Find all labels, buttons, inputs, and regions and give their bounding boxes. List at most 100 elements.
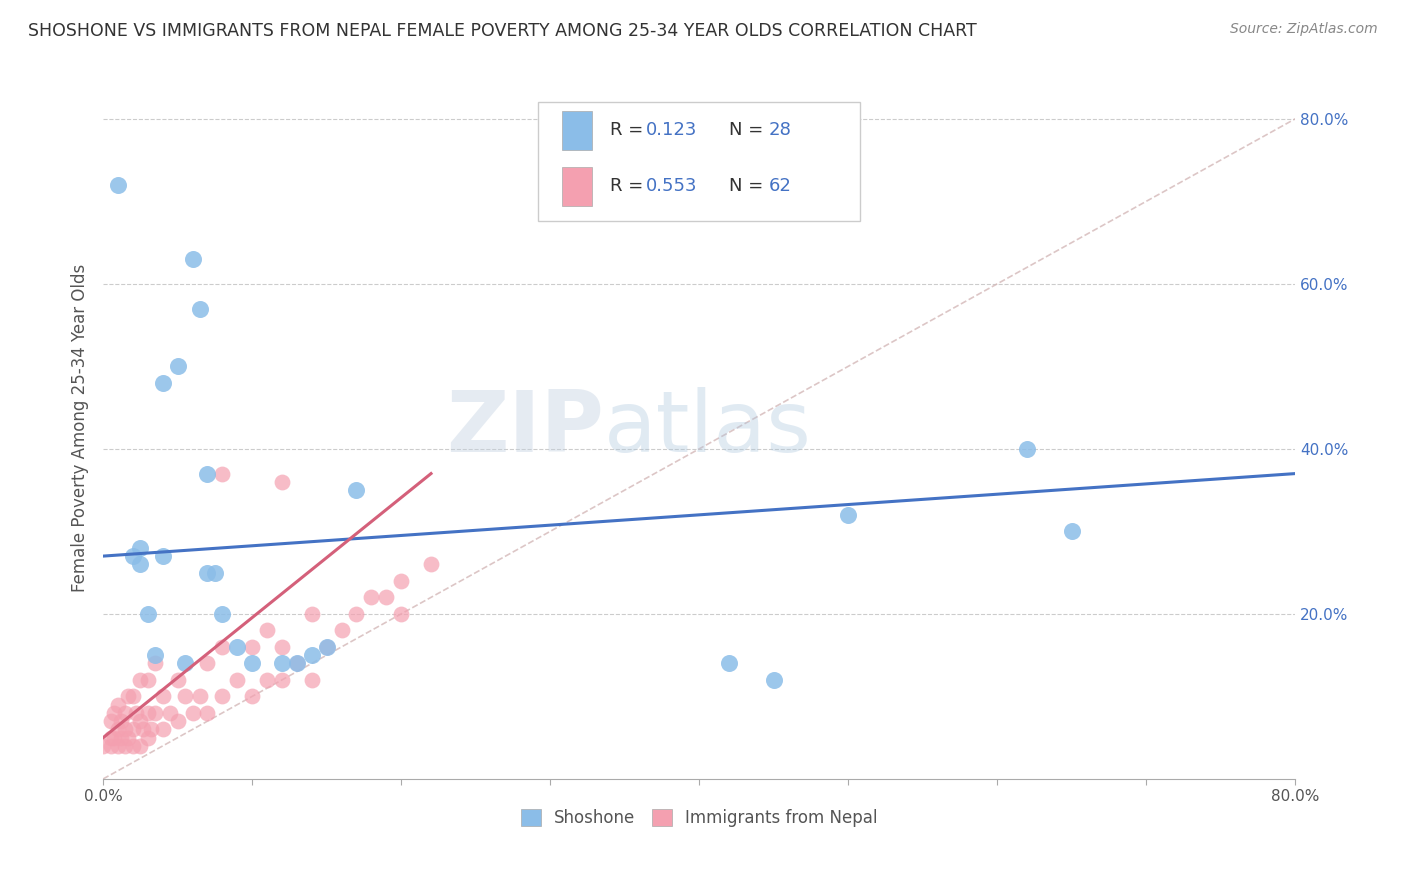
Point (166, 359, 188, 374)
Text: Source: ZipAtlas.com: Source: ZipAtlas.com (1230, 22, 1378, 37)
Point (197, 467, 219, 481)
Point (174, 690, 197, 704)
Point (114, 739, 136, 753)
Point (117, 731, 139, 745)
Point (360, 591, 382, 605)
Point (114, 706, 136, 720)
FancyBboxPatch shape (538, 102, 860, 221)
Point (152, 549, 174, 563)
Point (107, 723, 129, 737)
Point (107, 698, 129, 712)
Point (211, 607, 233, 621)
Point (256, 624, 278, 638)
Point (211, 467, 233, 481)
Text: N =: N = (730, 177, 769, 195)
Point (420, 558, 443, 572)
Text: 28: 28 (769, 121, 792, 139)
Point (152, 723, 174, 737)
Point (226, 640, 249, 654)
Point (122, 739, 145, 753)
Point (330, 624, 353, 638)
Text: atlas: atlas (605, 386, 811, 470)
Point (346, 607, 368, 621)
Text: R =: R = (610, 121, 650, 139)
Point (166, 673, 188, 687)
Point (762, 673, 785, 687)
Point (110, 714, 132, 728)
Point (285, 657, 308, 671)
Point (226, 673, 249, 687)
Point (166, 714, 188, 728)
Point (197, 657, 219, 671)
Text: 0.553: 0.553 (645, 177, 697, 195)
Text: SHOSHONE VS IMMIGRANTS FROM NEPAL FEMALE POVERTY AMONG 25-34 YEAR OLDS CORRELATI: SHOSHONE VS IMMIGRANTS FROM NEPAL FEMALE… (28, 22, 977, 40)
Point (136, 706, 159, 720)
Point (122, 549, 145, 563)
Point (211, 640, 233, 654)
Text: N =: N = (730, 121, 769, 139)
Point (211, 690, 233, 704)
Point (103, 706, 125, 720)
Point (1017, 442, 1039, 456)
Point (1060, 524, 1083, 539)
Point (240, 690, 263, 704)
Point (143, 706, 166, 720)
Point (204, 566, 226, 580)
Point (197, 706, 219, 720)
Point (129, 714, 152, 728)
Point (301, 607, 323, 621)
Point (837, 508, 859, 522)
Point (159, 706, 181, 720)
Point (91, 739, 114, 753)
Point (315, 640, 337, 654)
Point (389, 574, 412, 588)
Point (197, 566, 219, 580)
Point (188, 301, 211, 316)
Point (188, 690, 211, 704)
Point (136, 607, 159, 621)
Point (125, 706, 148, 720)
Point (389, 607, 412, 621)
Point (271, 475, 294, 489)
Point (114, 723, 136, 737)
Point (718, 657, 741, 671)
Text: 62: 62 (769, 177, 792, 195)
Point (240, 640, 263, 654)
Text: 0.123: 0.123 (645, 121, 697, 139)
Point (117, 690, 139, 704)
Text: R =: R = (610, 177, 650, 195)
Point (132, 723, 155, 737)
Point (100, 739, 122, 753)
Point (181, 252, 204, 266)
Point (240, 657, 263, 671)
Legend: Shoshone, Immigrants from Nepal: Shoshone, Immigrants from Nepal (515, 802, 884, 834)
Point (285, 657, 308, 671)
Point (129, 541, 152, 555)
Point (256, 673, 278, 687)
Point (174, 657, 197, 671)
Point (107, 178, 129, 192)
Point (100, 714, 122, 728)
Point (136, 673, 159, 687)
Point (122, 723, 145, 737)
Point (315, 640, 337, 654)
Point (346, 483, 368, 497)
Point (301, 648, 323, 662)
Point (143, 657, 166, 671)
Text: ZIP: ZIP (446, 386, 605, 470)
Point (107, 739, 129, 753)
Point (152, 376, 174, 390)
Point (271, 640, 294, 654)
Point (139, 723, 162, 737)
Y-axis label: Female Poverty Among 25-34 Year Olds: Female Poverty Among 25-34 Year Olds (72, 264, 89, 592)
Point (271, 657, 294, 671)
Point (110, 731, 132, 745)
Point (129, 673, 152, 687)
Point (301, 673, 323, 687)
Point (103, 731, 125, 745)
Point (129, 558, 152, 572)
Point (152, 690, 174, 704)
Point (136, 731, 159, 745)
Bar (562, 111, 592, 150)
Point (181, 706, 204, 720)
